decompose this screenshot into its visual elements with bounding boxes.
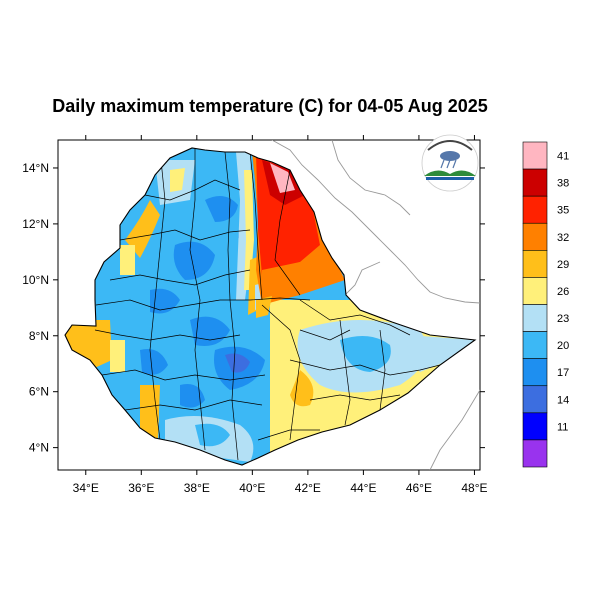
colorbar-label: 29 bbox=[557, 259, 569, 271]
lat-tick-label: 12°N bbox=[22, 217, 49, 231]
lon-tick-label: 48°E bbox=[461, 481, 487, 495]
lat-tick-label: 10°N bbox=[22, 273, 49, 287]
colorbar-label: 32 bbox=[557, 232, 569, 244]
lon-tick-label: 38°E bbox=[184, 481, 210, 495]
colorbar-swatch bbox=[522, 412, 548, 441]
colorbar-label: 20 bbox=[557, 340, 569, 352]
colorbar-swatch bbox=[522, 385, 548, 414]
colorbar-label: 14 bbox=[557, 394, 569, 406]
colorbar-label: 41 bbox=[557, 151, 569, 163]
colorbar-swatch bbox=[522, 222, 548, 251]
admin-boundaries bbox=[94, 148, 441, 461]
lon-tick-label: 34°E bbox=[73, 481, 99, 495]
ethiopia-border bbox=[64, 147, 477, 466]
colorbar-swatch bbox=[522, 304, 548, 332]
map-title: Daily maximum temperature (C) for 04-05 … bbox=[52, 96, 488, 116]
lon-tick-label: 44°E bbox=[350, 481, 376, 495]
latitude-axis: 4°N 6°N 8°N 10°N 12°N 14°N bbox=[22, 161, 485, 455]
colorbar-swatch bbox=[522, 439, 548, 468]
colorbar-label: 17 bbox=[557, 367, 569, 379]
lon-tick-label: 42°E bbox=[295, 481, 321, 495]
lat-tick-label: 6°N bbox=[29, 385, 49, 399]
colorbar-swatch bbox=[522, 250, 548, 278]
colorbar: 41 38 35 32 29 26 23 20 17 14 11 bbox=[522, 141, 569, 468]
longitude-axis: 34°E 36°E 38°E 40°E 42°E 44°E 46°E 48°E bbox=[73, 135, 488, 495]
ethiopian-meteorology-institute-logo bbox=[421, 134, 479, 192]
colorbar-label: 11 bbox=[557, 421, 568, 433]
colorbar-swatch bbox=[522, 195, 548, 224]
lat-tick-label: 8°N bbox=[29, 329, 49, 343]
colorbar-swatch bbox=[522, 141, 548, 170]
colorbar-label: 23 bbox=[557, 313, 569, 325]
lon-tick-label: 36°E bbox=[128, 481, 154, 495]
colorbar-swatch bbox=[522, 168, 548, 197]
colorbar-label: 38 bbox=[557, 178, 569, 190]
lat-tick-label: 4°N bbox=[29, 441, 49, 455]
lon-tick-label: 40°E bbox=[239, 481, 265, 495]
colorbar-label: 26 bbox=[557, 286, 569, 298]
lon-tick-label: 46°E bbox=[406, 481, 432, 495]
colorbar-swatch bbox=[522, 277, 548, 305]
lat-tick-label: 14°N bbox=[22, 161, 49, 175]
neighbour-borders bbox=[271, 140, 480, 470]
colorbar-label: 35 bbox=[557, 205, 569, 217]
colorbar-swatch bbox=[522, 331, 548, 359]
colorbar-swatch bbox=[522, 358, 548, 387]
